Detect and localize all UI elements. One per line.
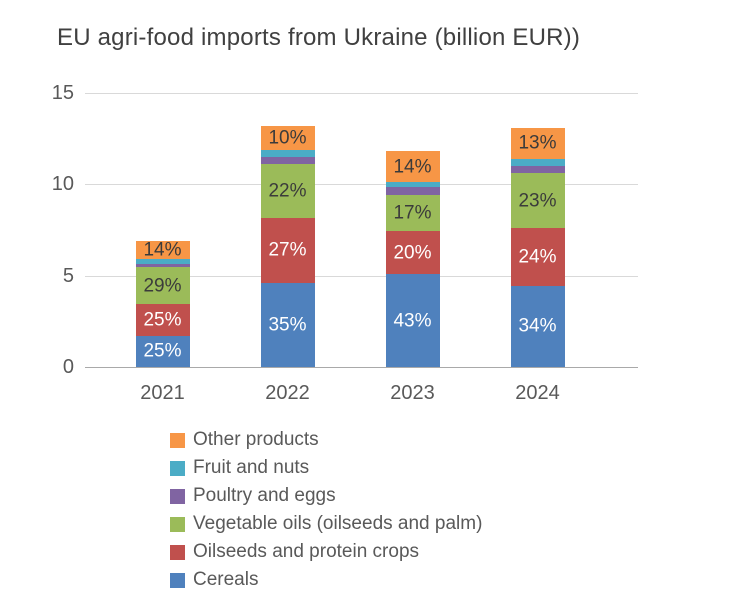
bar-segment-percent-label: 35% — [268, 314, 307, 336]
stacked-bar-2024: 34% 24% 23% 13% — [510, 127, 565, 367]
legend-swatch-icon — [170, 432, 185, 448]
legend-swatch-icon — [170, 488, 185, 504]
bar-segment-percent-label: 17% — [393, 202, 432, 224]
legend-swatch-icon — [170, 516, 185, 532]
bar-segment-poultry-and-eggs — [135, 263, 190, 268]
bar-segment-vegetable-oils-oilseeds-and-palm-: 22% — [260, 164, 315, 218]
legend-label: Vegetable oils (oilseeds and palm) — [193, 513, 483, 534]
gridline — [85, 184, 638, 186]
bar-segment-poultry-and-eggs — [510, 166, 565, 174]
legend-swatch-icon — [170, 544, 185, 560]
plot-area: 25% 25% 29% 14% 35% 27% 22% 10% 43% 20% 17% 14% 34% 2… — [85, 93, 638, 368]
legend-item-poultry-and-eggs: Poultry and eggs — [170, 482, 482, 510]
bar-segment-oilseeds-and-protein-crops: 20% — [385, 231, 440, 275]
legend-swatch-icon — [170, 572, 185, 588]
bar-column-2024: 34% 24% 23% 13% — [475, 93, 600, 367]
bar-segment-percent-label: 34% — [518, 315, 557, 337]
bar-segment-oilseeds-and-protein-crops: 24% — [510, 228, 565, 286]
y-axis-tick-labels: 0 5 10 15 — [30, 82, 74, 378]
bar-segment-percent-label: 14% — [143, 239, 182, 261]
bar-segment-percent-label: 22% — [268, 180, 307, 202]
bar-segment-vegetable-oils-oilseeds-and-palm-: 17% — [385, 194, 440, 232]
bar-segment-other-products: 14% — [135, 239, 190, 261]
x-axis-tick-labels: 2021 2022 2023 2024 — [100, 380, 600, 406]
legend-item-vegetable-oils-oilseeds-and-palm-: Vegetable oils (oilseeds and palm) — [170, 510, 482, 538]
stacked-bar-2023: 43% 20% 17% 14% — [385, 151, 440, 367]
legend-swatch-icon — [170, 460, 185, 476]
stacked-bar-2022: 35% 27% 22% 10% — [260, 125, 315, 367]
chart-title: EU agri-food imports from Ukraine (billi… — [57, 24, 581, 51]
bar-segment-other-products: 14% — [385, 151, 440, 182]
y-tick-label: 0 — [62, 356, 74, 378]
bar-segment-fruit-and-nuts — [260, 150, 315, 158]
bar-segment-cereals: 25% — [135, 335, 190, 367]
bar-segment-vegetable-oils-oilseeds-and-palm-: 29% — [135, 267, 190, 304]
legend-label: Cereals — [193, 569, 259, 590]
bar-segment-percent-label: 25% — [143, 309, 182, 331]
legend-label: Poultry and eggs — [193, 485, 336, 506]
bar-segment-cereals: 35% — [260, 282, 315, 367]
bar-segment-vegetable-oils-oilseeds-and-palm-: 23% — [510, 173, 565, 229]
bar-column-2021: 25% 25% 29% 14% — [100, 93, 225, 367]
legend-item-fruit-and-nuts: Fruit and nuts — [170, 454, 482, 482]
legend-label: Fruit and nuts — [193, 457, 310, 478]
bar-segment-other-products: 10% — [260, 125, 315, 150]
bar-field: 25% 25% 29% 14% 35% 27% 22% 10% 43% 20% 17% 14% 34% 2… — [100, 93, 600, 367]
bar-segment-poultry-and-eggs — [385, 187, 440, 195]
legend-item-other-products: Other products — [170, 426, 482, 454]
gridline — [85, 93, 638, 94]
x-tick-label-2022: 2022 — [265, 382, 310, 404]
bar-column-2023: 43% 20% 17% 14% — [350, 93, 475, 367]
x-axis-baseline — [85, 367, 638, 368]
stacked-bar-2021: 25% 25% 29% 14% — [135, 239, 190, 367]
legend-label: Oilseeds and protein crops — [193, 541, 420, 562]
gridline — [85, 275, 638, 277]
legend: Other products Fruit and nuts Poultry and … — [170, 426, 482, 594]
bar-segment-percent-label: 24% — [518, 246, 557, 268]
bar-segment-poultry-and-eggs — [260, 157, 315, 165]
bar-segment-percent-label: 10% — [268, 127, 307, 149]
bar-column-2022: 35% 27% 22% 10% — [225, 93, 350, 367]
y-tick-label: 15 — [51, 82, 74, 104]
bar-segment-fruit-and-nuts — [385, 181, 440, 188]
legend-item-cereals: Cereals — [170, 566, 482, 594]
bar-segment-percent-label: 25% — [143, 340, 182, 362]
bar-segment-percent-label: 14% — [393, 156, 432, 178]
bar-segment-fruit-and-nuts — [510, 158, 565, 166]
bar-segment-oilseeds-and-protein-crops: 25% — [135, 304, 190, 336]
legend-item-oilseeds-and-protein-crops: Oilseeds and protein crops — [170, 538, 482, 566]
bar-segment-other-products: 13% — [510, 127, 565, 159]
bar-segment-percent-label: 23% — [518, 190, 557, 212]
bar-segment-oilseeds-and-protein-crops: 27% — [260, 217, 315, 283]
bar-segment-percent-label: 13% — [518, 132, 557, 154]
x-tick-label-2023: 2023 — [390, 382, 435, 404]
bar-segment-percent-label: 29% — [143, 275, 182, 297]
x-tick-label-2024: 2024 — [515, 382, 560, 404]
x-tick-label-2021: 2021 — [140, 382, 185, 404]
bar-segment-percent-label: 27% — [268, 239, 307, 261]
y-tick-label: 5 — [62, 264, 74, 287]
y-tick-label: 10 — [51, 173, 74, 196]
bar-segment-cereals: 43% — [385, 274, 440, 367]
bar-segment-percent-label: 20% — [393, 242, 432, 264]
bar-segment-cereals: 34% — [510, 285, 565, 367]
bar-segment-percent-label: 43% — [393, 310, 432, 332]
bar-segment-fruit-and-nuts — [135, 258, 190, 264]
legend-label: Other products — [193, 429, 319, 450]
